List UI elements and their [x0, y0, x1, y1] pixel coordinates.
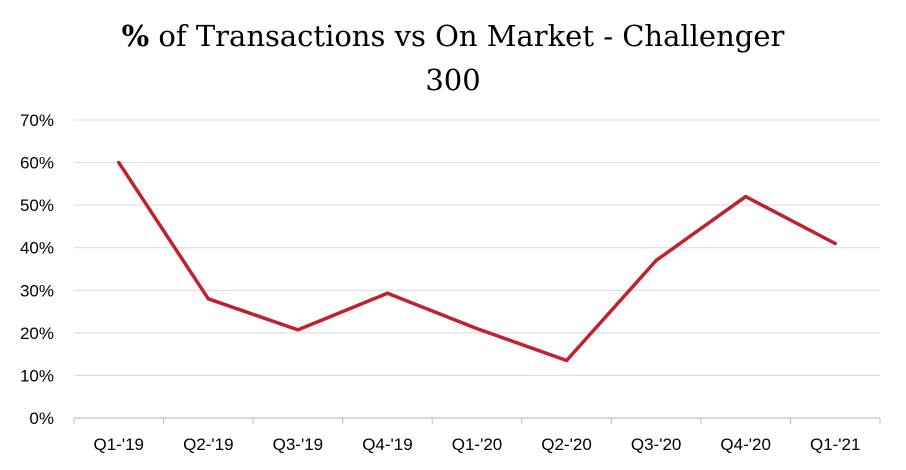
y-tick-label: 30%	[20, 281, 54, 300]
data-point	[206, 297, 210, 301]
gridlines	[74, 119, 880, 376]
chart-title-line2: 300	[425, 63, 481, 97]
chart-title-prefix: %	[121, 19, 150, 53]
series-line	[117, 160, 837, 363]
x-tick-label: Q3-'20	[631, 435, 682, 454]
series-group	[117, 160, 837, 363]
y-axis-ticks: 0% 10% 20% 30% 40% 50% 60% 70%	[20, 111, 54, 428]
y-tick-label: 20%	[20, 324, 54, 343]
data-point	[833, 241, 837, 245]
data-point	[296, 328, 300, 332]
x-tick-label: Q1-'20	[452, 435, 503, 454]
x-tick-label: Q4-'19	[362, 435, 413, 454]
data-point	[385, 291, 389, 295]
x-tick-label: Q3-'19	[273, 435, 324, 454]
chart-title: % of Transactions vs On Market - Challen…	[0, 14, 906, 102]
x-tick-label: Q2-'20	[541, 435, 592, 454]
x-tick-label: Q1-'19	[94, 435, 145, 454]
data-point	[744, 195, 748, 199]
data-point	[654, 258, 658, 262]
chart-title-text: of Transactions vs On Market - Challenge…	[149, 19, 785, 53]
y-tick-label: 60%	[20, 154, 54, 173]
x-tick-label: Q2-'19	[183, 435, 234, 454]
x-tick-label: Q4-'20	[720, 435, 771, 454]
y-tick-label: 10%	[20, 366, 54, 385]
data-point	[475, 327, 479, 331]
data-point	[117, 161, 121, 165]
y-tick-label: 0%	[29, 409, 54, 428]
x-axis: Q1-'19 Q2-'19 Q3-'19 Q4-'19 Q1-'20 Q2-'20 Q3-'…	[73, 417, 881, 454]
x-tick-label: Q1-'21	[810, 435, 861, 454]
data-point	[565, 359, 569, 363]
y-tick-label: 70%	[20, 111, 54, 130]
y-tick-label: 50%	[20, 196, 54, 215]
y-tick-label: 40%	[20, 239, 54, 258]
